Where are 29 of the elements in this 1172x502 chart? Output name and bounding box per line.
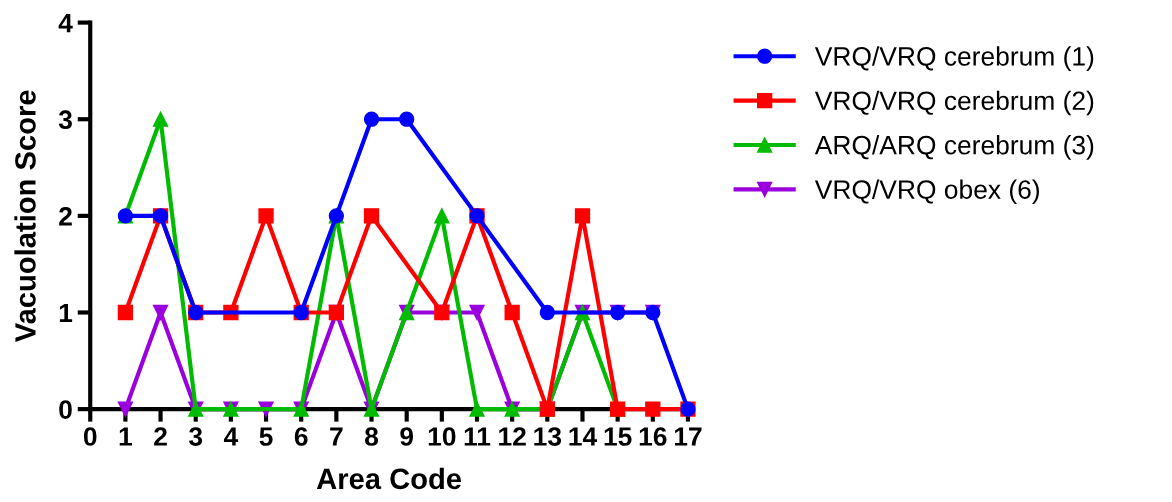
y-tick-label: 4 [58, 14, 73, 33]
y-axis-title: Vacuolation Score [14, 90, 36, 343]
legend-label: VRQ/VRQ obex (6) [814, 179, 1039, 205]
x-tick-label: 9 [400, 427, 414, 446]
y-tick-label: 3 [58, 110, 72, 130]
x-tick-label: 16 [639, 427, 667, 446]
y-tick-label: 1 [59, 303, 73, 323]
x-tick-label: 4 [223, 427, 239, 446]
legend-label: VRQ/VRQ cerebrum (2) [814, 90, 1094, 116]
x-tick-label: 6 [294, 427, 308, 446]
x-tick-label: 11 [464, 427, 491, 446]
x-tick-label: 13 [534, 427, 562, 446]
x-tick-label: 3 [188, 427, 203, 446]
x-tick-label: 17 [674, 427, 702, 446]
x-tick-label: 2 [154, 427, 167, 446]
x-tick-label: 8 [365, 427, 379, 446]
y-tick-label: 0 [59, 400, 72, 419]
x-tick-label: 10 [428, 427, 456, 446]
x-tick-label: 0 [83, 427, 97, 446]
legend-label: ARQ/ARQ cerebrum (3) [814, 135, 1094, 160]
x-tick-label: 1 [119, 427, 133, 446]
x-tick-label: 12 [499, 427, 526, 446]
x-tick-label: 5 [259, 427, 273, 446]
x-tick-label: 14 [569, 427, 598, 446]
y-tick-label: 2 [59, 206, 72, 226]
x-tick-label: 7 [330, 427, 343, 446]
legend-label: VRQ/VRQ cerebrum (1) [814, 46, 1094, 71]
x-axis-title: Area Code [316, 467, 462, 490]
x-tick-label: 15 [604, 427, 632, 446]
